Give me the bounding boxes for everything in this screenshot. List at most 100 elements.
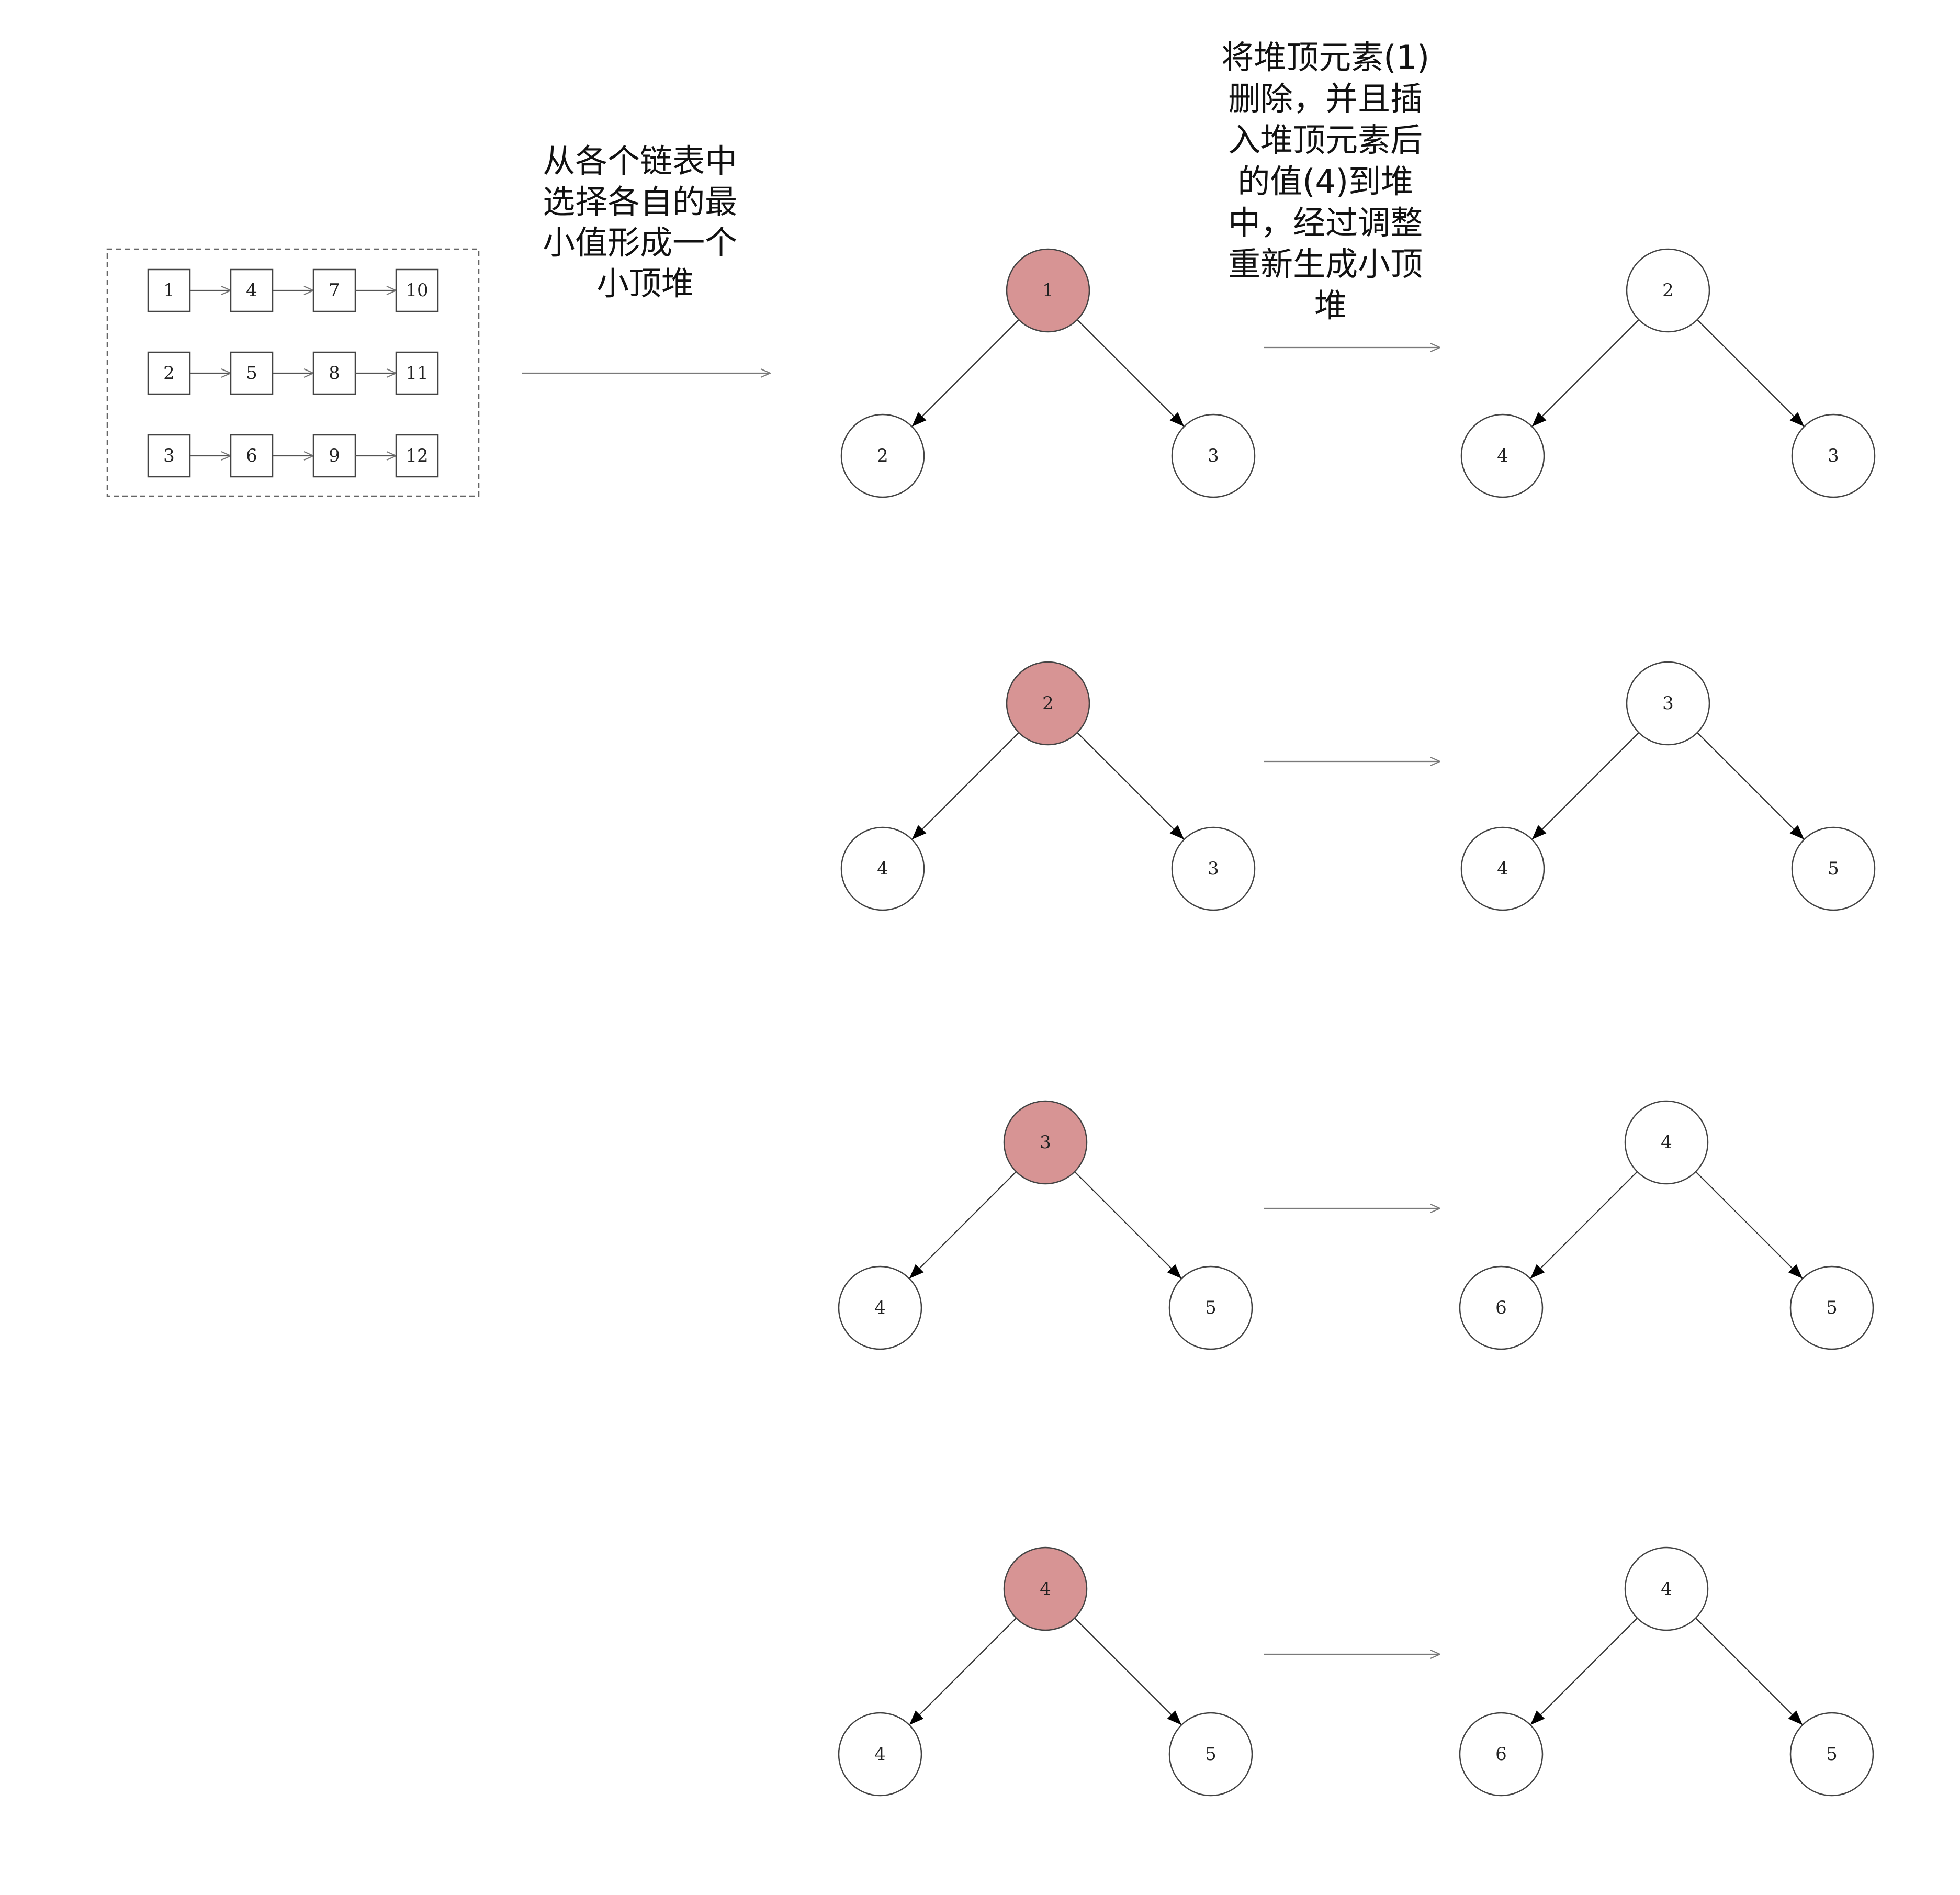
heap-edge [1694,1617,1803,1725]
heap-left-child [1460,413,1545,498]
heap-root-highlighted [1006,661,1090,746]
heap-right-child [1791,826,1876,911]
list-node-value: 2 [163,363,175,384]
list-node-value: 12 [405,445,428,466]
heap-root-value: 2 [1662,280,1674,301]
heap-right-child [1791,413,1876,498]
heap-left-value: 2 [877,445,888,466]
heap-before: 3 4 5 [838,1100,1253,1350]
heap-root-value: 3 [1662,693,1674,714]
heap-right-value: 3 [1828,445,1839,466]
heap-left-child [840,826,925,911]
heap-left-child [1459,1265,1544,1350]
heap-left-value: 4 [1497,445,1508,466]
heap-right-child [1171,413,1256,498]
list-node-box [230,351,274,395]
heap-after: 4 6 5 [1459,1546,1874,1797]
heap-edge [1694,1170,1803,1279]
heap-root-value: 4 [1661,1132,1672,1153]
heap-root-highlighted [1003,1546,1088,1631]
heap-before: 1 2 3 [840,248,1256,498]
heap-left-child [838,1712,922,1797]
heap-right-value: 3 [1208,445,1219,466]
heap-right-value: 5 [1828,858,1839,879]
heap-left-child [840,413,925,498]
heap-before: 2 4 3 [840,661,1256,911]
build-heap-line: 小顶堆 [596,264,694,302]
heap-edge [1530,1170,1639,1279]
heap-edge [1531,318,1640,427]
list-node-value: 9 [329,445,340,466]
heap-root-value: 4 [1661,1578,1672,1599]
list-node-box [230,434,274,478]
heap-right-child [1168,1712,1253,1797]
list-node-box [230,268,274,312]
build-heap-line: 从各个链表中 [543,142,737,180]
heap-root [1626,248,1710,333]
linked-list-row: 1 4 7 10 [147,268,439,312]
heap-edge [1530,1617,1639,1725]
heap-root-value: 4 [1040,1578,1051,1599]
heap-right-value: 5 [1826,1744,1838,1765]
heap-left-value: 4 [874,1744,886,1765]
heap-root-value: 1 [1042,280,1054,301]
heap-right-value: 5 [1826,1297,1838,1318]
replace-top-line: 堆 [1314,286,1347,324]
heap-root-highlighted [1003,1100,1088,1185]
list-node-value: 4 [246,280,257,301]
heap-right-child [1789,1712,1874,1797]
heap-edge [1073,1170,1182,1279]
heap-edge [911,318,1020,427]
heap-root-value: 2 [1042,693,1054,714]
list-node-value: 7 [329,280,340,301]
heap-right-child [1789,1265,1874,1350]
linked-lists-frame [106,248,480,497]
heap-left-value: 6 [1495,1744,1507,1765]
heap-root [1624,1546,1709,1631]
list-node-value: 6 [246,445,257,466]
heap-edge [1073,1617,1182,1725]
heap-after: 2 4 3 [1460,248,1876,498]
heap-right-child [1168,1265,1253,1350]
heap-right-value: 5 [1205,1297,1216,1318]
heap-edge [1696,731,1805,840]
linked-list-row: 3 6 9 12 [147,434,439,478]
heap-right-value: 3 [1208,858,1219,879]
heap-left-child [838,1265,922,1350]
build-heap-line: 选择各自的最 [543,183,737,221]
replace-top-line: 入堆顶元素后 [1228,121,1423,159]
list-node-value: 3 [163,445,175,466]
heap-after: 4 6 5 [1459,1100,1874,1350]
heap-edge [1696,318,1805,427]
list-node-value: 11 [405,363,428,384]
heap-root-highlighted [1006,248,1090,333]
build-heap-annotation: 从各个链表中 选择各自的最 小值形成一个 小顶堆 [543,142,748,302]
heap-edge [1076,318,1185,427]
replace-top-line: 重新生成小顶 [1228,245,1423,283]
replace-top-line: 的值(4)到堆 [1237,162,1413,200]
heap-edge [909,1170,1018,1279]
heap-left-value: 4 [877,858,888,879]
replace-top-line: 中，经过调整 [1228,204,1423,242]
list-node-box [395,434,439,478]
list-node-box [312,268,356,312]
list-node-box [312,434,356,478]
list-node-box [395,351,439,395]
replace-top-line: 将堆顶元素(1) [1221,38,1429,76]
heap-left-value: 4 [1497,858,1508,879]
heap-left-value: 4 [874,1297,886,1318]
list-node-box [395,268,439,312]
heap-after: 3 4 5 [1460,661,1876,911]
heap-root [1626,661,1710,746]
heap-before: 4 4 5 [838,1546,1253,1797]
heap-root [1624,1100,1709,1185]
heap-left-child [1459,1712,1544,1797]
heap-right-value: 5 [1205,1744,1216,1765]
heap-edge [909,1617,1018,1725]
list-node-value: 1 [163,280,175,301]
list-node-value: 5 [246,363,257,384]
linked-list-row: 2 5 8 11 [147,351,439,395]
heap-left-value: 6 [1495,1297,1507,1318]
heap-root-value: 3 [1040,1132,1051,1153]
